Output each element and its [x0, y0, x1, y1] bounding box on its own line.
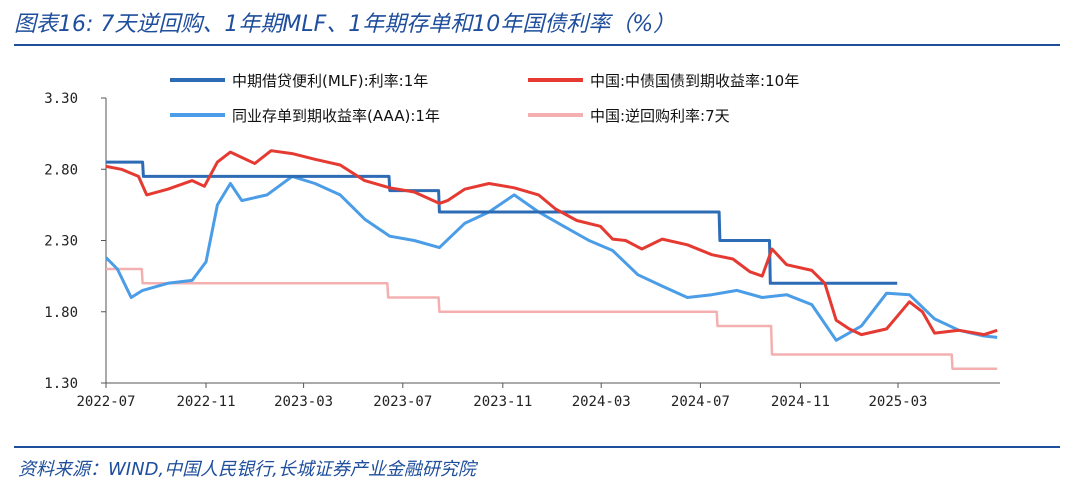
x-tick-label: 2022-07	[76, 394, 135, 410]
x-tick-label: 2023-03	[274, 394, 333, 410]
y-tick-label: 3.30	[44, 91, 78, 107]
legend-label: 中国:逆回购利率:7天	[590, 107, 730, 125]
y-tick-label: 1.80	[44, 305, 78, 321]
footer-divider	[14, 446, 1060, 448]
title-divider	[14, 44, 1060, 46]
chart-title: 图表16: 7天逆回购、1年期MLF、1年期存单和10年国债利率（%）	[14, 12, 676, 37]
source-note: 资料来源：WIND,中国人民银行,长城证券产业金融研究院	[18, 459, 476, 480]
x-tick-label: 2025-03	[868, 394, 927, 410]
x-tick-label: 2023-11	[473, 394, 532, 410]
legend: 中期借贷便利(MLF):利率:1年 中国:中债国债到期收益率:10年同业存单到期收…	[170, 72, 799, 125]
cgb-10y-line	[105, 149, 998, 337]
line-chart: 1.30 1.80 2.30 2.80 3.30 2022-07 2022-11 2023-0…	[44, 72, 1000, 410]
legend-label: 中期借贷便利(MLF):利率:1年	[232, 72, 428, 90]
x-tick-label: 2024-07	[671, 394, 730, 410]
x-tick-label: 2024-03	[572, 394, 631, 410]
mlf-rate-line	[106, 160, 898, 285]
ncd-1y-line	[104, 174, 998, 342]
reverse-repo-7d-line	[106, 267, 998, 371]
plot-frame	[105, 98, 1000, 384]
axis-layer: 1.30 1.80 2.30 2.80 3.30 2022-07 2022-11 2023-0…	[44, 91, 927, 410]
legend-label: 同业存单到期收益率(AAA):1年	[232, 107, 440, 125]
legend-label: 中国:中债国债到期收益率:10年	[590, 72, 799, 90]
y-tick-label: 2.30	[44, 234, 78, 250]
y-tick-label: 2.80	[44, 162, 78, 178]
series-layer	[104, 149, 998, 371]
x-tick-label: 2024-11	[771, 394, 830, 410]
x-tick-label: 2022-11	[177, 394, 236, 410]
y-tick-label: 1.30	[44, 376, 78, 392]
x-tick-label: 2023-07	[373, 394, 432, 410]
